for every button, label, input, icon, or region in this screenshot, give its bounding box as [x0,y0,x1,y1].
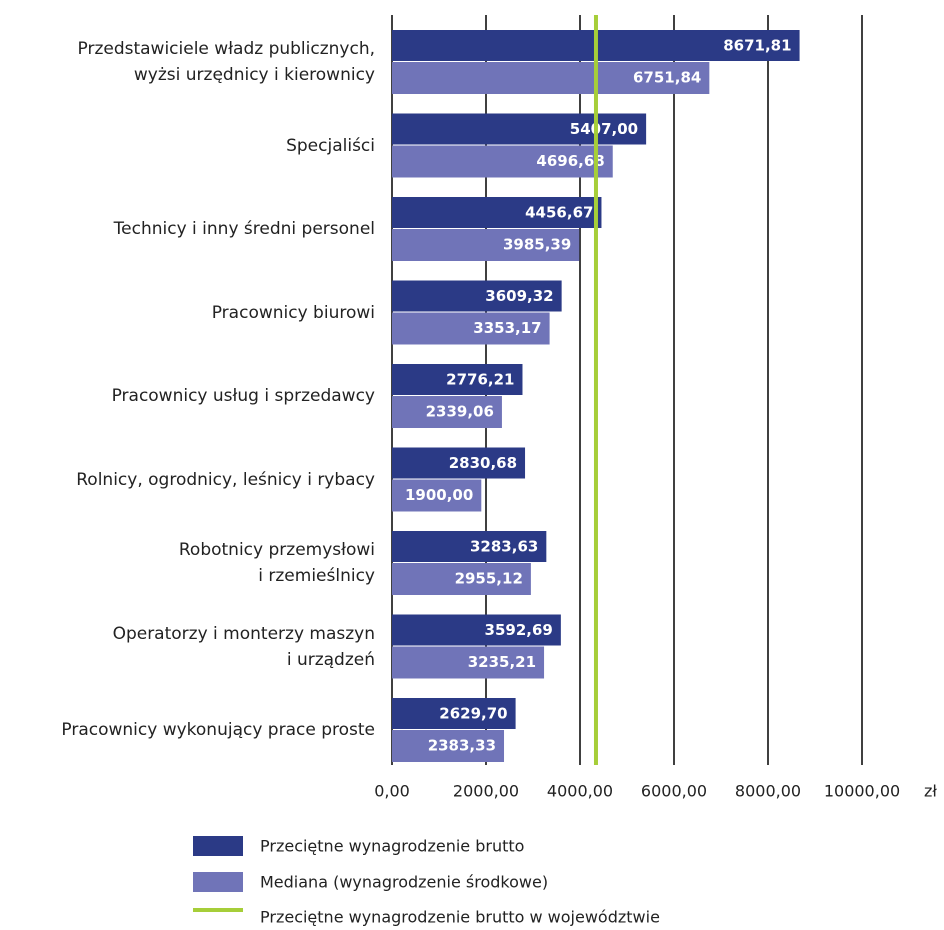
bar [392,145,613,178]
value-label: 1900,00 [405,486,473,504]
value-label: 2776,21 [446,371,514,389]
bar [392,229,580,261]
bar [392,396,502,428]
value-label: 5407,00 [570,120,638,138]
category-label: Pracownicy biurowi [211,302,375,323]
value-label: 3235,21 [468,653,536,671]
category-label: Specjaliści [286,135,375,156]
x-tick-label: 2000,00 [453,782,519,801]
legend-label: Przeciętne wynagrodzenie brutto w wojewó… [260,908,660,927]
value-label: 3353,17 [473,319,541,337]
value-label: 2383,33 [428,737,496,755]
value-label: 4696,68 [536,152,604,170]
value-label: 2339,06 [426,403,494,421]
value-label: 4456,67 [525,204,593,222]
bar [392,113,647,145]
value-label: 3283,63 [470,538,538,556]
category-label: Robotnicy przemysłowi i rzemieślnicy [178,540,375,586]
category-label: Rolnicy, ogrodnicy, leśnicy i rybacy [76,469,375,490]
value-label: 2629,70 [439,705,507,723]
legend-label: Przeciętne wynagrodzenie brutto [260,837,524,856]
legend-label: Mediana (wynagrodzenie środkowe) [260,873,548,892]
bar [392,197,602,228]
bar [392,730,505,762]
value-label: 2830,68 [449,454,517,472]
bar [392,531,547,562]
category-label: Operatorzy i monterzy maszyn i urządzeń [112,623,375,670]
value-label: 8671,81 [723,37,791,55]
x-tick-label: 6000,00 [641,782,707,801]
bar [392,62,710,94]
category-label: Przedstawiciele władz publicznych, wyżsi… [77,39,376,85]
x-tick-label: 0,00 [374,782,410,801]
bar [392,563,531,595]
bar [392,447,526,479]
legend-swatch [193,836,243,856]
value-label: 3985,39 [503,236,571,254]
category-label: Pracownicy usług i sprzedawcy [111,386,375,406]
bar [392,698,516,729]
category-label: Technicy i inny średni personel [113,219,375,239]
value-label: 3592,69 [485,621,553,639]
x-unit: zł [924,782,937,801]
bar [392,364,523,395]
bar [392,614,561,646]
x-tick-label: 10000,00 [824,782,900,801]
bar [392,312,550,345]
value-label: 3609,32 [485,287,553,305]
x-tick-label: 8000,00 [735,782,801,801]
bar [392,479,482,512]
value-label: 6751,84 [633,69,701,87]
value-label: 2955,12 [455,570,523,588]
x-tick-label: 4000,00 [547,782,613,801]
bar [392,646,545,679]
legend-swatch [193,872,243,892]
category-label: Pracownicy wykonujący prace proste [61,720,375,740]
bar [392,280,562,312]
